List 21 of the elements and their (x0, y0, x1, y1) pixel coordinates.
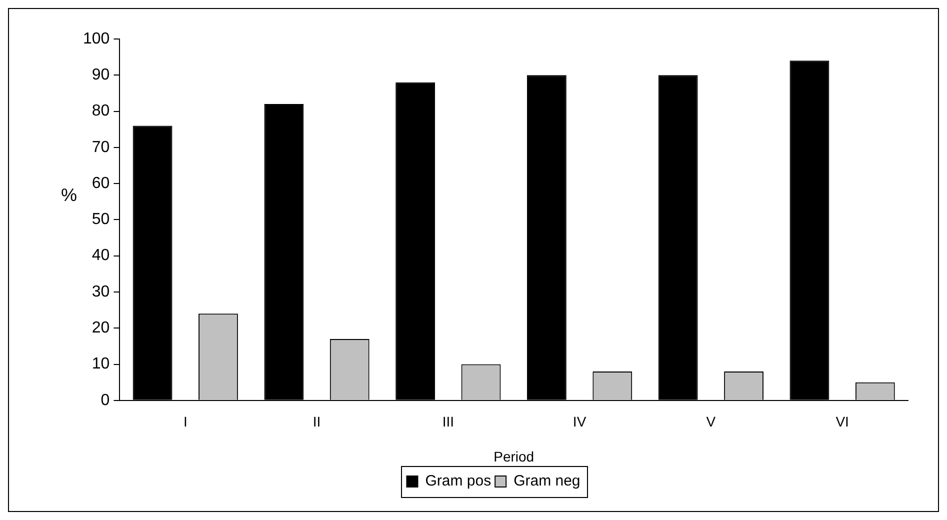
y-tick-label: 80 (92, 102, 110, 120)
x-tick-label: VI (836, 414, 849, 430)
y-tick-label: 0 (100, 392, 110, 409)
y-tick-label: 100 (82, 30, 110, 48)
y-tick-label: 70 (92, 138, 110, 156)
y-tick-label: 60 (92, 174, 110, 192)
x-axis-title: Period (494, 448, 534, 464)
legend-label: Gram neg (514, 472, 580, 490)
y-tick-label: 40 (92, 247, 110, 264)
x-tick-label: IV (572, 414, 587, 430)
y-tick-label: 20 (92, 320, 110, 337)
x-tick-label: III (442, 414, 454, 430)
y-axis-title: % (61, 185, 78, 206)
y-tick-label: 10 (92, 356, 110, 373)
x-tick-label: I (183, 414, 188, 430)
y-tick-label: 90 (92, 66, 110, 84)
y-tick-label: 30 (92, 283, 110, 300)
y-tick-label: 50 (92, 211, 110, 228)
x-tick-label: II (312, 414, 321, 430)
x-tick-label: V (706, 414, 716, 430)
legend-label: Gram pos (425, 472, 492, 490)
